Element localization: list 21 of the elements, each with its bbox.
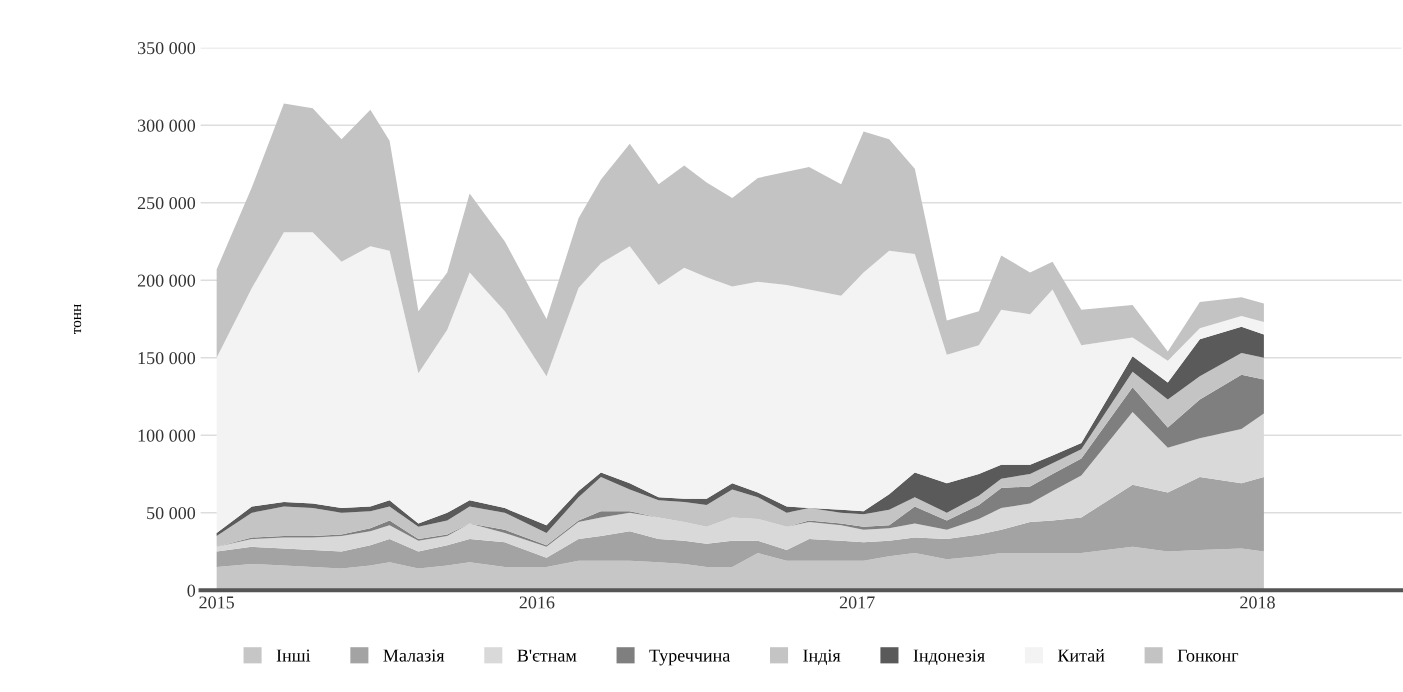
x-tick-label: 2015 <box>199 596 234 609</box>
y-tick-label: 150 000 <box>138 352 196 365</box>
legend-label: Інші <box>276 649 311 662</box>
legend-label: Малазія <box>383 649 445 662</box>
legend-label: Індонезія <box>913 649 985 665</box>
legend-label: Індія <box>803 649 841 665</box>
y-tick-label: 350 000 <box>137 42 196 55</box>
legend-label: Китай <box>1057 649 1105 662</box>
y-tick-label: 50 000 <box>147 507 196 520</box>
y-tick-label: 300 000 <box>137 119 196 132</box>
y-tick-label: 0 <box>187 584 196 597</box>
legend-label: В'єтнам <box>517 649 577 662</box>
legend-label: Гонконг <box>1177 649 1239 662</box>
legend-label: Туреччина <box>649 649 731 666</box>
x-tick-label: 2017 <box>839 596 875 609</box>
y-tick-label: 200 000 <box>137 274 196 287</box>
x-tick-label: 2016 <box>519 596 555 609</box>
y-axis-title: тонн <box>73 304 82 335</box>
y-tick-label: 100 000 <box>138 429 196 442</box>
x-tick-label: 2018 <box>1240 596 1275 609</box>
y-tick-label: 250 000 <box>137 197 196 210</box>
